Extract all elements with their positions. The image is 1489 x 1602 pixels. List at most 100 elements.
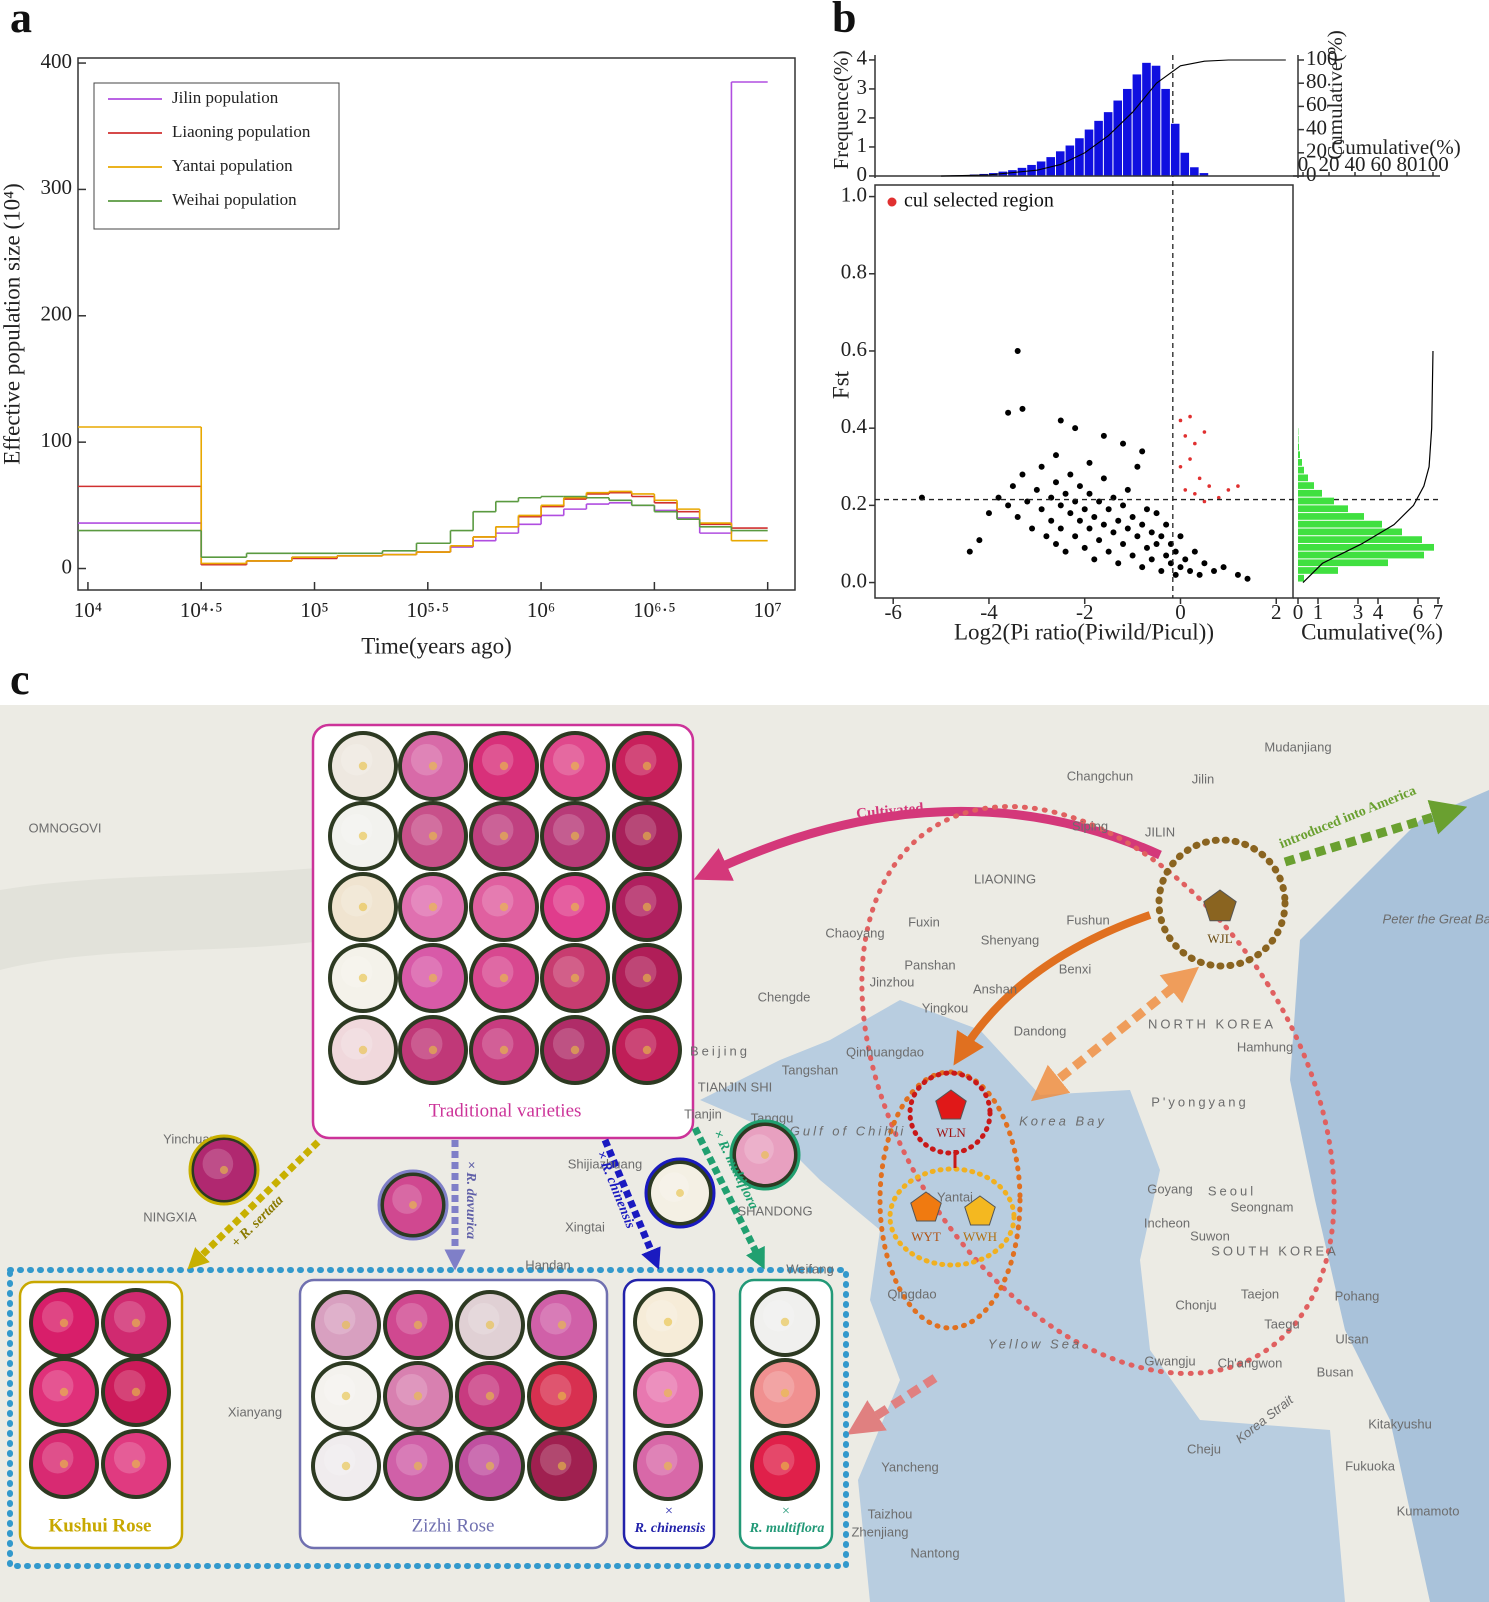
point (1183, 488, 1188, 492)
place-label: Gwangju (1144, 1353, 1195, 1368)
place-label: Fuxin (908, 914, 940, 929)
bar (1298, 567, 1338, 574)
photo-petal (762, 1370, 795, 1403)
x-tick-label: 10⁵·⁵ (406, 598, 449, 622)
photo-center (557, 1461, 567, 1471)
photo-center (499, 831, 509, 841)
photo-center (409, 1201, 417, 1209)
point (1153, 510, 1160, 517)
photo-center (761, 1151, 769, 1159)
bar (1298, 520, 1382, 528)
photo-center (557, 1391, 567, 1401)
photo-center (428, 902, 438, 912)
photo-center (780, 1388, 790, 1398)
y-tick-label: 0.0 (841, 568, 867, 592)
place-label: Anshan (973, 981, 1017, 996)
bar (1142, 62, 1151, 176)
photo-center (485, 1391, 495, 1401)
place-label: Busan (1317, 1364, 1354, 1379)
point (1038, 506, 1045, 513)
photo-center (341, 1391, 351, 1401)
photo-petal (624, 884, 657, 917)
y-tick-label: 3 (857, 75, 868, 99)
x2-tick-label: 80 (1396, 152, 1417, 176)
point (1057, 525, 1064, 532)
bar (1298, 505, 1348, 513)
sea (1290, 790, 1489, 1602)
panel-label: c (10, 655, 30, 704)
photo-center (570, 831, 580, 841)
point (1019, 405, 1026, 412)
x-tick-label: 0 (1293, 600, 1304, 624)
point (995, 494, 1002, 501)
place-label: Yancheng (881, 1459, 939, 1474)
x2-tick-label: 40 (1344, 152, 1365, 176)
cumulative-line (1302, 350, 1434, 583)
photo-petal (395, 1302, 428, 1335)
photo-petal (41, 1369, 74, 1402)
arrow-label: Cultivated (856, 800, 925, 822)
place-label: Pohang (1335, 1288, 1380, 1303)
bar (1298, 435, 1299, 443)
bar (1298, 489, 1322, 497)
y-tick-label: 2 (857, 104, 868, 128)
point (1153, 540, 1160, 547)
photo-petal (323, 1373, 356, 1406)
place-labels: Mudanjiang Changchun Jilin JILIN Siping LIAON… (29, 739, 1489, 1560)
photo-petal (624, 1027, 657, 1060)
photo-center (59, 1459, 69, 1469)
photo-center (642, 831, 652, 841)
photo-petal (624, 743, 657, 776)
point (1048, 517, 1055, 524)
y-tick-label: 0 (857, 162, 868, 186)
place-label: Xianyang (228, 1404, 282, 1419)
photo-petal (340, 955, 373, 988)
population-icons (910, 889, 1237, 1226)
point (1005, 409, 1012, 416)
photo-petal (467, 1302, 500, 1335)
point (1216, 495, 1221, 500)
photo-petal (410, 813, 443, 846)
point (1014, 347, 1021, 354)
photo-center (642, 902, 652, 912)
photo-petal (539, 1373, 572, 1406)
photo-petal (481, 813, 514, 846)
photo-petal (392, 1184, 422, 1214)
point (1244, 575, 1251, 582)
bar (1065, 145, 1075, 176)
x2-axis-label: Cumulative(%) (1331, 135, 1460, 159)
place-label: Shijiazhuang (568, 1156, 642, 1171)
x-tick-label: 0 (1175, 600, 1186, 624)
point (1057, 502, 1064, 509)
place-label: Shenyang (981, 932, 1040, 947)
bar (1298, 528, 1402, 536)
bar (1161, 88, 1170, 176)
point (1086, 525, 1093, 532)
population-icon (964, 1195, 996, 1226)
population-icon (910, 1191, 942, 1222)
photo-center (485, 1320, 495, 1330)
photo-center (131, 1459, 141, 1469)
point (1124, 486, 1131, 493)
cumulative-line (941, 59, 1286, 177)
caption: × (782, 1504, 790, 1519)
place-label: Tianjin (684, 1106, 722, 1121)
photo-center (780, 1461, 790, 1471)
point (1193, 491, 1197, 496)
photo-ring (729, 1119, 801, 1191)
point (1163, 521, 1170, 528)
bar (1055, 151, 1065, 176)
point (1143, 506, 1150, 513)
photo-center (59, 1387, 69, 1397)
photo-center (341, 1461, 351, 1471)
caption: R. chinensis (634, 1521, 706, 1536)
place-label: Goyang (1147, 1181, 1193, 1196)
photo-center (663, 1388, 673, 1398)
photo-petal (395, 1443, 428, 1476)
x-tick-label: 10⁶·⁵ (633, 598, 676, 622)
bar (1298, 459, 1302, 466)
point (1029, 525, 1036, 532)
photo-petal (202, 1148, 234, 1180)
place-label: JILIN (1145, 824, 1175, 839)
photo-petal (113, 1441, 146, 1474)
